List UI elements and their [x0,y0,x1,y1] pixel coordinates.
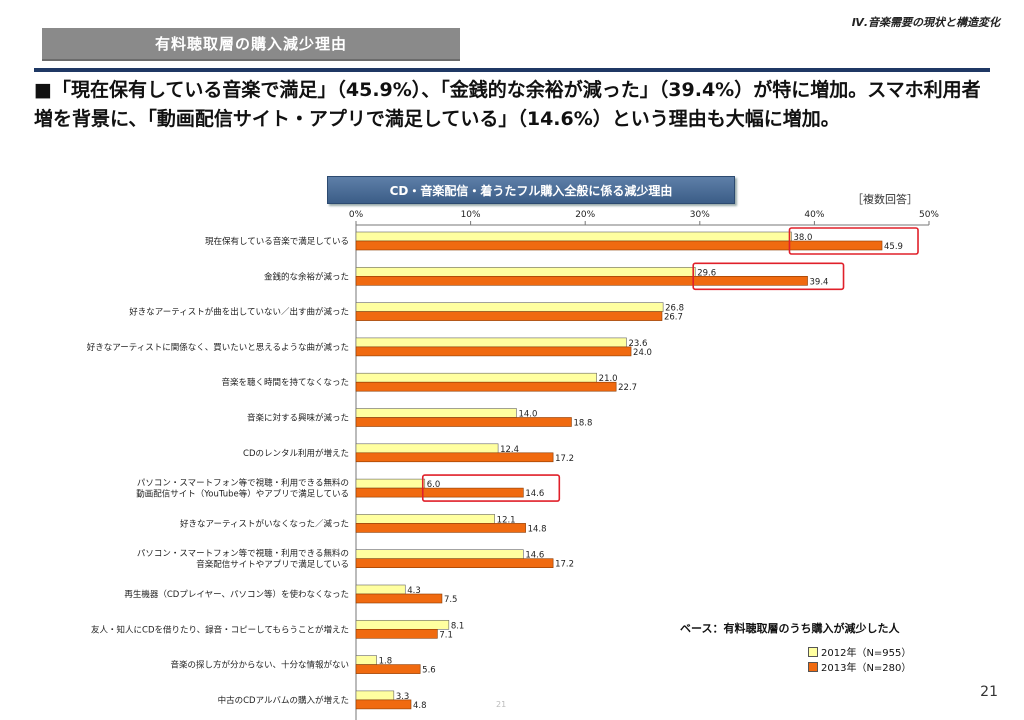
data-label-2012: 26.8 [665,304,684,314]
data-label-2013: 4.8 [413,701,427,711]
bar-2013 [355,523,526,533]
data-label-2013: 14.6 [525,489,544,499]
page-number-faint: 21 [496,700,507,709]
data-label-2013: 45.9 [884,242,903,252]
data-label-2012: 21.0 [599,374,618,384]
bar-2012 [355,443,499,454]
bar-2013 [355,240,883,251]
data-label-2013: 24.0 [633,348,652,358]
category-label: 音楽配信サイトやアプリで満足している [196,559,349,570]
chart-title: CD・音楽配信・着うたフル購入全般に係る減少理由 [327,176,735,204]
data-label-2012: 14.6 [525,551,544,561]
bar-2012 [355,372,597,383]
x-tick-label: 20% [575,210,595,220]
base-note: ベース：有料聴取層のうち購入が減少した人 [680,622,900,635]
data-label-2013: 39.4 [810,277,829,287]
data-label-2013: 18.8 [573,419,592,429]
title-rule [34,68,990,72]
category-label: 金銭的な余裕が減った [264,271,349,282]
bar-2013 [355,275,808,286]
data-label-2013: 7.1 [439,630,453,640]
legend-label-2012: 2012年（N=955） [821,648,912,659]
x-tick-label: 10% [461,210,481,220]
data-label-2013: 5.6 [422,666,436,676]
bar-2012 [355,514,495,524]
category-label: 音楽に対する興味が減った [247,413,349,424]
legend-item-2013: 2013年（N=280） [808,659,911,674]
category-label: CDのレンタル利用が増えた [243,448,349,459]
x-tick-label: 30% [690,210,710,220]
highlight-box [692,262,845,291]
legend-item-2012: 2012年（N=955） [808,644,911,659]
data-label-2013: 17.2 [555,560,574,570]
data-label-2012: 38.0 [793,233,812,243]
bar-2012 [355,655,377,665]
bar-2013 [355,311,663,321]
bar-2012 [355,690,395,701]
category-label: 音楽を聴く時間を持てなくなった [221,377,349,388]
slide-title: 有料聴取層の購入減少理由 [42,28,460,61]
bar-2012 [355,478,426,489]
x-tick-label: 50% [919,210,939,220]
bar-2013 [355,417,572,427]
category-label: 好きなアーティストがいなくなった／減った [180,518,349,529]
data-label-2012: 12.1 [497,515,516,525]
category-label: 音楽の探し方が分からない、十分な情報がない [170,660,349,671]
headline: ■「現在保有している音楽で満足」（45.9%）、「金銭的な余裕が減った」（39.… [34,79,981,130]
bar-2013 [355,346,632,357]
category-label: 動画配信サイト（YouTube等）やアプリで満足している [136,489,349,500]
section-tag: Ⅳ.音楽需要の現状と構造変化 [851,16,1000,29]
data-label-2012: 29.6 [697,268,716,278]
data-label-2012: 12.4 [500,445,519,455]
bar-2012 [355,337,627,348]
data-label-2012: 4.3 [407,586,421,596]
data-label-2012: 8.1 [451,621,465,631]
category-label: 中古のCDアルバムの購入が増えた [218,695,349,706]
bar-2013 [355,699,412,710]
bar-2012 [355,619,450,630]
highlight-box [421,474,561,502]
category-label: 好きなアーティストが曲を出していない／出す曲が減った [129,307,349,318]
page-number: 21 [980,684,998,700]
legend-swatch-2013 [808,661,818,672]
data-label-2013: 7.5 [444,595,458,605]
multi-answer-note: ［複数回答］ [852,193,918,206]
bar-2013 [355,628,438,639]
data-label-2012: 14.0 [518,410,537,420]
bar-2012 [355,231,792,242]
x-tick-label: 0% [349,210,364,220]
bar-2013 [355,452,554,463]
bar-2013 [355,664,421,674]
bar-2012 [355,584,406,595]
bar-2013 [355,381,617,392]
bar-2013 [355,487,524,498]
category-label: 再生機器（CDプレイヤー、パソコン等）を使わなくなった [124,589,349,600]
category-label: 好きなアーティストに関係なく、買いたいと思えるような曲が減った [87,342,349,353]
legend-label-2013: 2013年（N=280） [821,663,912,674]
data-label-2013: 26.7 [664,313,683,323]
highlight-box [788,227,919,255]
legend-swatch-2012 [808,646,818,657]
bar-2013 [355,558,554,569]
bar-2012 [355,266,696,277]
x-tick-label: 40% [804,210,824,220]
data-label-2012: 6.0 [427,480,441,490]
category-label: 現在保有している音楽で満足している [205,236,349,247]
data-label-2012: 3.3 [396,692,410,702]
bar-2012 [355,408,517,418]
category-label: パソコン・スマートフォン等で視聴・利用できる無料の [137,548,349,559]
data-label-2013: 14.8 [528,524,547,534]
legend: 2012年（N=955） 2013年（N=280） [808,644,911,674]
data-label-2013: 22.7 [618,383,637,393]
category-label: 友人・知人にCDを借りたり、録音・コピーしてもらうことが増えた [91,624,349,635]
bar-2013 [355,593,443,604]
data-label-2013: 17.2 [555,454,574,464]
bar-2012 [355,549,524,560]
category-label: パソコン・スマートフォン等で視聴・利用できる無料の [137,478,349,489]
data-label-2012: 23.6 [628,339,647,349]
data-label-2012: 1.8 [379,657,393,667]
bar-2012 [355,302,664,312]
